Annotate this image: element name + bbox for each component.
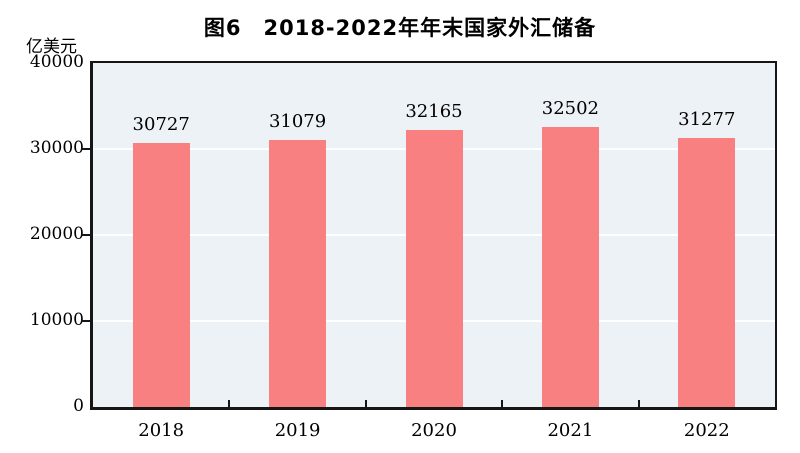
y-tick-label: 0 (73, 396, 84, 416)
y-tick-mark (81, 320, 90, 322)
bar-value-label: 31079 (268, 110, 327, 132)
bar (132, 142, 190, 407)
y-axis-unit-label: 亿美元 (26, 37, 77, 57)
y-tick-mark (81, 234, 90, 236)
y-tick-label: 30000 (29, 138, 84, 158)
x-category-label: 2022 (683, 420, 730, 441)
x-category-label: 2019 (274, 420, 321, 441)
x-tick-mark (637, 400, 640, 407)
x-category-label: 2021 (547, 420, 594, 441)
plot-area: 30727 31079 32165 32502 31277 (90, 61, 777, 410)
x-tick-mark (228, 400, 231, 407)
y-tick-label: 10000 (29, 310, 84, 330)
bar (678, 138, 736, 407)
y-tick-mark (81, 148, 90, 150)
x-tick-mark (364, 400, 367, 407)
x-category-label: 2018 (138, 420, 185, 441)
y-tick-label: 20000 (29, 224, 84, 244)
bar (405, 130, 463, 407)
bar-value-label: 30727 (132, 113, 190, 135)
y-tick-label: 40000 (29, 52, 84, 72)
chart-title: 图6 2018-2022年年末国家外汇储备 (203, 16, 597, 40)
bar-value-label: 32165 (405, 101, 463, 123)
bar (269, 139, 327, 407)
x-tick-mark (501, 400, 504, 407)
bar-value-label: 32502 (541, 98, 600, 120)
bar (541, 127, 599, 407)
bar-value-label: 31277 (678, 109, 736, 131)
x-category-label: 2020 (411, 420, 457, 441)
